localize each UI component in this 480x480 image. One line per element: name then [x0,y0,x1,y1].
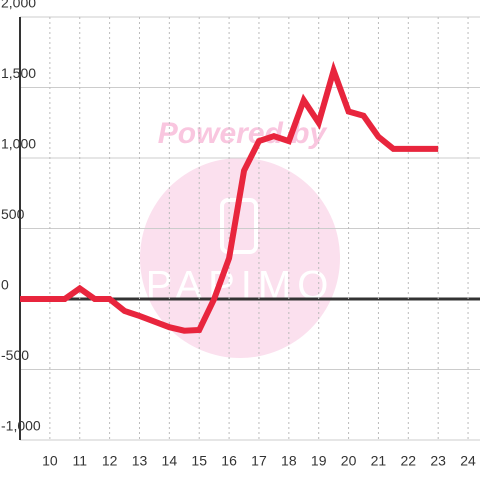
watermark-brand: PAPIMO [146,264,335,308]
y-tick-label: 1,500 [1,65,36,81]
watermark: Powered by [158,117,328,150]
y-tick-label: -500 [1,347,29,363]
x-tick-label: 22 [401,453,417,469]
y-tick-label: 1,000 [1,136,36,152]
x-tick-label: 17 [251,453,267,469]
x-tick-label: 23 [430,453,446,469]
x-tick-label: 21 [371,453,387,469]
x-tick-label: 14 [162,453,178,469]
x-tick-label: 10 [42,453,58,469]
y-tick-label: 2,000 [1,0,36,11]
x-tick-label: 24 [460,453,476,469]
x-tick-label: 16 [221,453,237,469]
x-tick-label: 20 [341,453,357,469]
x-tick-label: 12 [102,453,118,469]
y-tick-label: 500 [1,206,25,222]
x-tick-label: 11 [72,453,87,469]
line [20,60,439,334]
watermark-circle [140,158,340,358]
y-tick-label: 0 [1,277,9,293]
x-tick-label: 15 [191,453,207,469]
x-tick-label: 19 [311,453,327,469]
x-tick-label: 18 [281,453,297,469]
x-tick-label: 13 [132,453,148,469]
